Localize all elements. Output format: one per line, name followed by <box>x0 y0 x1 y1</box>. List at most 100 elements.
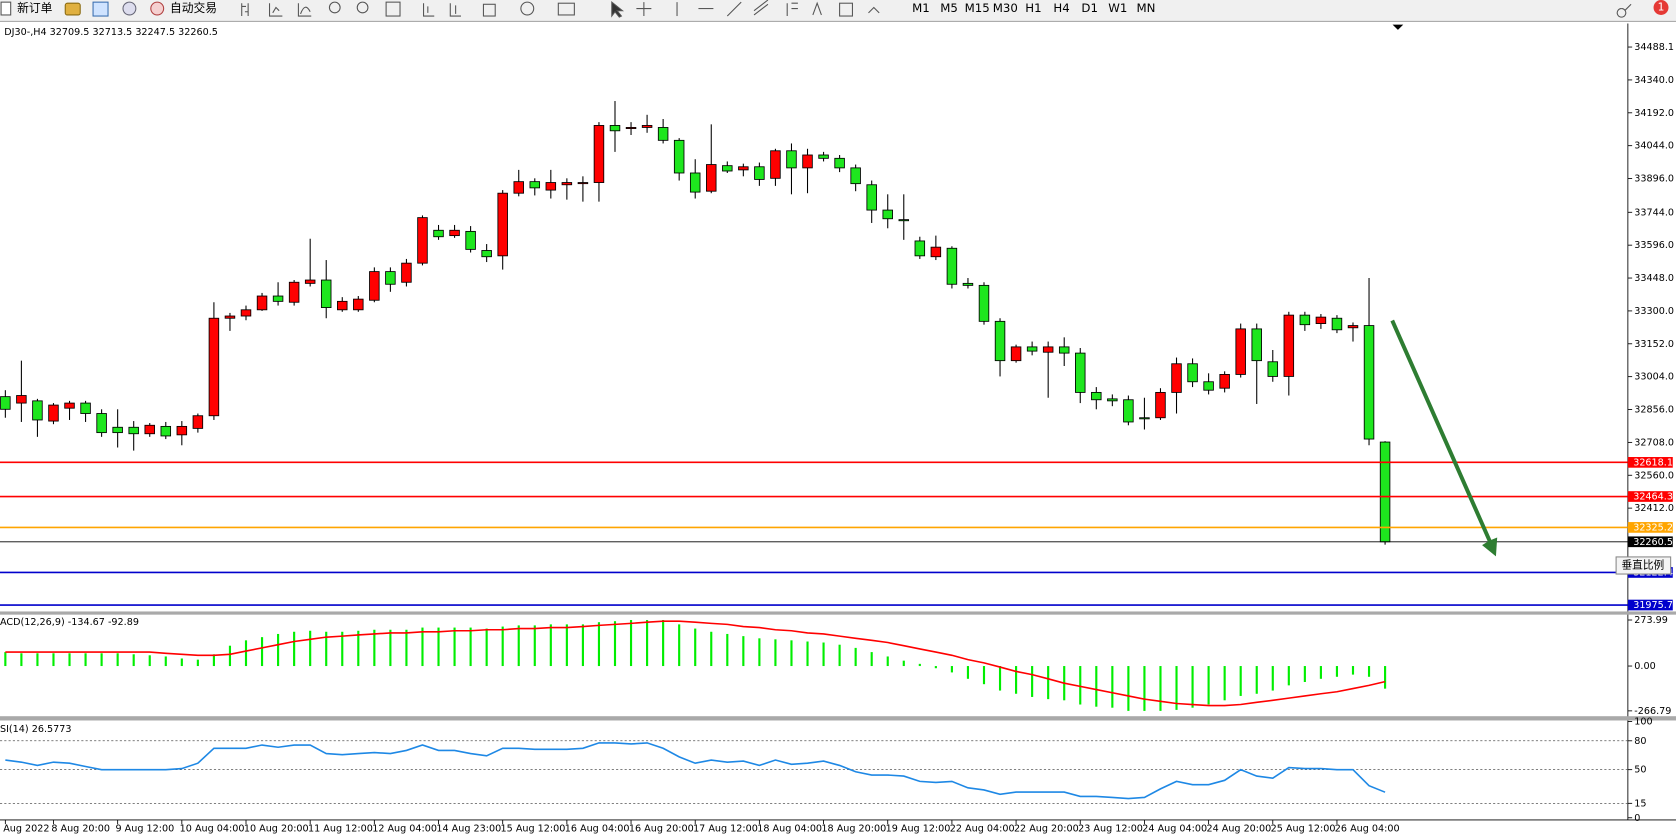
candle-body <box>385 271 396 285</box>
new-order-button[interactable]: 新订单 <box>0 1 53 16</box>
notification-badge <box>1653 0 1669 15</box>
x-tick-label: 22 Aug 20:00 <box>1014 823 1079 834</box>
macd-bar <box>1303 666 1306 682</box>
trend-arrow <box>1390 319 1498 557</box>
toolbar-icon[interactable] <box>520 1 535 16</box>
macd-bar <box>68 653 71 667</box>
toolbar-icon[interactable] <box>839 2 853 17</box>
candle-body <box>144 424 155 435</box>
macd-bar <box>982 666 986 685</box>
toolbar-icon[interactable] <box>297 3 312 17</box>
toolbar-icon[interactable] <box>241 3 249 17</box>
x-tick-label: 10 Aug 20:00 <box>244 823 309 834</box>
macd-bar <box>1111 666 1114 708</box>
timeframe-button[interactable]: M5 <box>940 1 958 15</box>
x-tick-label: 25 Aug 12:00 <box>1271 823 1336 834</box>
candle-body <box>818 154 829 159</box>
toolbar-icon[interactable] <box>611 1 625 18</box>
candle-body <box>1155 391 1166 419</box>
macd-bar <box>212 654 215 667</box>
timeframe-button[interactable]: M15 <box>965 1 990 15</box>
candle-body <box>449 229 460 237</box>
symbol: DJ30-,H4 <box>4 27 46 38</box>
x-tick-label: 18 Aug 04:00 <box>757 823 822 834</box>
macd-bar <box>260 637 264 667</box>
candle-body <box>625 127 637 129</box>
timeframe-button[interactable]: H1 <box>1025 1 1041 15</box>
candle-body <box>1219 374 1230 389</box>
candle-body <box>1042 346 1054 353</box>
x-tick-label: 16 Aug 04:00 <box>565 823 630 834</box>
toolbar-bg <box>0 0 1676 22</box>
candle-body <box>1235 328 1246 375</box>
x-tick-label: 8 Aug 20:00 <box>51 823 110 834</box>
x-tick-label: 26 Aug 04:00 <box>1335 823 1400 834</box>
notifications[interactable]: 1 <box>1653 0 1669 15</box>
x-tick-label: Aug 2022 <box>3 823 49 834</box>
macd-bar <box>1079 666 1082 705</box>
toolbar-icon[interactable] <box>449 3 461 17</box>
toolbar-icon[interactable] <box>557 2 575 16</box>
toolbar-icon[interactable] <box>753 0 769 16</box>
x-tick-label: 11 Aug 12:00 <box>308 823 373 834</box>
candle-body <box>240 309 252 317</box>
toolbar-icon[interactable] <box>122 1 137 16</box>
scale-button[interactable]: 垂直比例 <box>1615 556 1672 575</box>
toolbar-icon[interactable] <box>328 1 341 14</box>
macd-bar <box>405 629 408 667</box>
price-tag <box>1627 522 1673 533</box>
toolbar-icon[interactable] <box>726 1 742 17</box>
toolbar-icon[interactable] <box>482 3 496 17</box>
timeframe-button[interactable]: H4 <box>1053 1 1069 15</box>
y-tick-label: 100 <box>1634 717 1652 728</box>
y-tick-label: 0 <box>1634 813 1640 824</box>
toolbar-icon[interactable] <box>385 1 401 17</box>
macd-bar <box>1335 666 1339 677</box>
timeframe-button[interactable]: M30 <box>993 1 1018 15</box>
candle-body <box>1139 417 1150 420</box>
auto-trading-button[interactable]: 自动交易 <box>150 1 217 16</box>
toolbar-icon[interactable] <box>636 2 652 17</box>
candle-body <box>1171 363 1182 393</box>
candle-body <box>1075 352 1086 393</box>
candle-body <box>96 413 107 434</box>
macd-bar <box>52 653 55 667</box>
candle-body <box>898 219 910 222</box>
macd-bar <box>581 624 584 667</box>
toolbar-icon[interactable] <box>356 1 369 14</box>
toolbar-icon[interactable] <box>786 2 798 17</box>
toolbar-icons[interactable] <box>241 0 1632 18</box>
timeframe-button[interactable]: M1 <box>912 1 930 15</box>
macd-bar <box>838 644 841 667</box>
candle-body <box>1058 346 1070 354</box>
candle-body <box>754 166 765 180</box>
macd-bar <box>164 656 167 667</box>
toolbar-icon[interactable] <box>812 1 822 16</box>
macd-bar <box>469 627 472 667</box>
candle-body <box>48 404 59 422</box>
macd-bar <box>966 666 970 679</box>
toolbar-icon[interactable] <box>868 6 880 14</box>
toolbar-icon[interactable] <box>92 1 109 17</box>
candle-body <box>417 217 428 264</box>
timeframe-button[interactable]: W1 <box>1108 1 1127 15</box>
y-tick-label: 33896.0 <box>1634 174 1674 185</box>
macd-bar <box>613 621 617 667</box>
macd-bar <box>196 659 199 667</box>
search-icon[interactable] <box>1616 3 1632 18</box>
macd-bar <box>629 620 633 667</box>
candle-body <box>834 157 845 169</box>
price-tag <box>1627 457 1673 468</box>
x-tick-label: 19 Aug 12:00 <box>886 823 951 834</box>
candle-body <box>962 282 974 286</box>
toolbar-icon[interactable] <box>268 3 283 17</box>
timeframe-button[interactable]: D1 <box>1081 1 1098 15</box>
toolbar-icon[interactable] <box>423 3 435 17</box>
toolbar-icon[interactable] <box>64 2 81 16</box>
candle-body <box>946 247 958 285</box>
macd-bar <box>565 624 568 667</box>
candle-body <box>176 425 188 436</box>
y-tick-label: 273.99 <box>1634 615 1668 626</box>
timeframe-button[interactable]: MN <box>1136 1 1155 15</box>
candle-body <box>1251 328 1262 362</box>
